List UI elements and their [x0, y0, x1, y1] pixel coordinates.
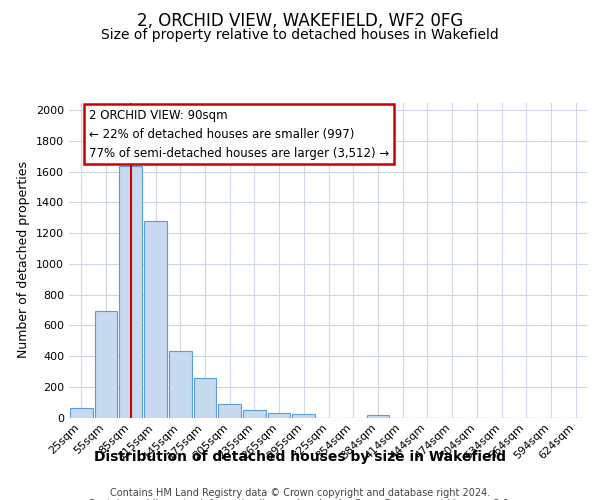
- Text: Size of property relative to detached houses in Wakefield: Size of property relative to detached ho…: [101, 28, 499, 42]
- Bar: [169, 350, 191, 418]
- Bar: [268, 413, 290, 418]
- Bar: [194, 378, 216, 418]
- Bar: [243, 410, 266, 418]
- Bar: [367, 415, 389, 418]
- Text: Contains HM Land Registry data © Crown copyright and database right 2024.
Contai: Contains HM Land Registry data © Crown c…: [88, 488, 512, 500]
- Y-axis label: Number of detached properties: Number of detached properties: [17, 162, 31, 358]
- Text: 2 ORCHID VIEW: 90sqm
← 22% of detached houses are smaller (997)
77% of semi-deta: 2 ORCHID VIEW: 90sqm ← 22% of detached h…: [89, 108, 389, 160]
- Bar: [70, 408, 93, 418]
- Bar: [292, 414, 315, 418]
- Bar: [95, 310, 118, 418]
- Text: Distribution of detached houses by size in Wakefield: Distribution of detached houses by size …: [94, 450, 506, 464]
- Bar: [144, 221, 167, 418]
- Bar: [119, 166, 142, 418]
- Bar: [218, 404, 241, 417]
- Text: 2, ORCHID VIEW, WAKEFIELD, WF2 0FG: 2, ORCHID VIEW, WAKEFIELD, WF2 0FG: [137, 12, 463, 30]
